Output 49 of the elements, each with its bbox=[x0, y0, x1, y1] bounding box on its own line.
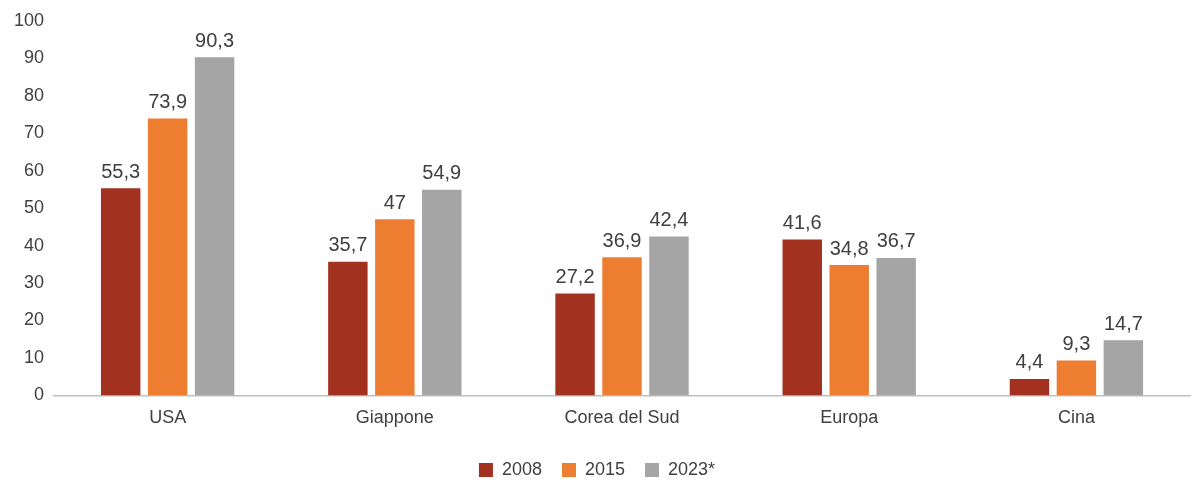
y-tick-label: 30 bbox=[24, 271, 45, 292]
data-label: 36,9 bbox=[602, 228, 642, 251]
data-label: 36,7 bbox=[876, 229, 916, 252]
bar bbox=[147, 118, 188, 396]
y-tick-label: 0 bbox=[34, 384, 45, 405]
bar bbox=[1009, 378, 1050, 396]
y-tick-label: 20 bbox=[24, 309, 45, 330]
data-label: 27,2 bbox=[555, 265, 595, 288]
legend-label: 2008 bbox=[501, 458, 542, 479]
bar bbox=[876, 257, 916, 396]
bar bbox=[602, 257, 642, 396]
bar bbox=[1103, 340, 1144, 396]
bar bbox=[422, 189, 462, 396]
data-label: 34,8 bbox=[829, 236, 869, 259]
data-label: 41,6 bbox=[782, 211, 822, 234]
y-tick-label: 60 bbox=[24, 159, 45, 180]
legend-label: 2023* bbox=[668, 458, 716, 479]
x-tick-label: Europa bbox=[820, 407, 880, 428]
data-label: 73,9 bbox=[148, 90, 188, 113]
y-tick-label: 100 bbox=[13, 9, 45, 30]
legend-label: 2015 bbox=[584, 458, 626, 479]
y-tick-label: 90 bbox=[24, 47, 45, 68]
bar bbox=[829, 265, 869, 396]
bar bbox=[782, 239, 822, 396]
data-label: 42,4 bbox=[649, 208, 689, 231]
data-label: 9,3 bbox=[1062, 332, 1091, 355]
data-label: 35,7 bbox=[328, 233, 368, 256]
data-label: 55,3 bbox=[101, 159, 141, 182]
bar bbox=[555, 293, 595, 396]
bar bbox=[649, 236, 689, 396]
y-tick-label: 10 bbox=[24, 346, 45, 367]
y-tick-label: 50 bbox=[24, 197, 45, 218]
y-tick-label: 40 bbox=[24, 234, 45, 255]
bar bbox=[1056, 360, 1097, 396]
x-tick-label: Cina bbox=[1057, 407, 1096, 428]
data-label: 47 bbox=[383, 190, 406, 213]
data-label: 54,9 bbox=[422, 161, 462, 184]
data-label: 90,3 bbox=[195, 28, 235, 51]
data-label: 14,7 bbox=[1103, 311, 1143, 334]
y-tick-label: 70 bbox=[24, 122, 45, 143]
y-tick-label: 80 bbox=[24, 84, 45, 105]
x-tick-label: Corea del Sud bbox=[564, 407, 680, 428]
bar bbox=[100, 188, 141, 396]
bar bbox=[375, 219, 415, 396]
bar bbox=[328, 261, 368, 396]
data-label: 4,4 bbox=[1015, 350, 1044, 373]
bar bbox=[194, 57, 235, 396]
x-tick-label: Giappone bbox=[355, 407, 434, 428]
x-tick-label: USA bbox=[149, 407, 187, 428]
